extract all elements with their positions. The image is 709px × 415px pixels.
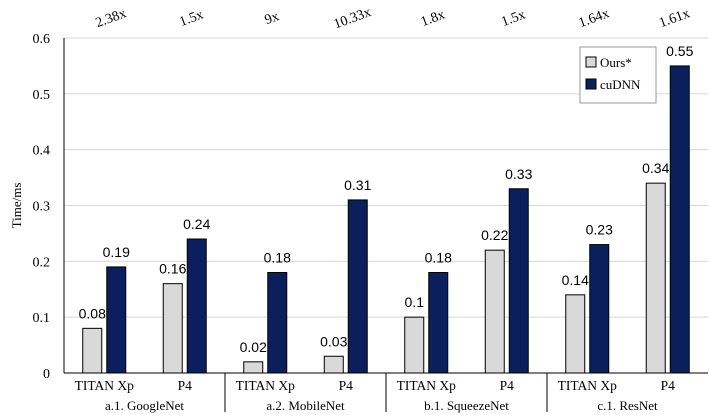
speedup-label: 1.5x (177, 7, 205, 29)
speedup-label: 1.8x (419, 7, 447, 29)
legend-label: cuDNN (600, 77, 641, 92)
cudnn-bar (267, 272, 288, 374)
cudnn-bar (508, 188, 529, 374)
ours-value-label: 0.16 (159, 261, 186, 277)
cudnn-bar (669, 65, 690, 374)
ours-value-label: 0.14 (562, 272, 589, 288)
ours-bar (323, 355, 344, 374)
y-tick-label: 0.4 (33, 144, 51, 159)
y-tick-label: 0.6 (33, 32, 51, 47)
legend-swatch (585, 78, 597, 90)
speedup-label: 2.38x (94, 6, 129, 31)
y-tick-label: 0.3 (33, 200, 51, 215)
ours-value-label: 0.03 (320, 333, 347, 349)
ours-bar (162, 283, 183, 374)
ours-bar (565, 294, 586, 374)
cudnn-bar (186, 238, 207, 374)
labels: 0 0.1 0.2 0.3 0.4 0.5 0.6 Time/ms a.1. GoogleNet… (9, 5, 694, 413)
cudnn-value-label: 0.19 (103, 244, 130, 260)
cudnn-value-label: 0.31 (344, 177, 371, 193)
cudnn-bar (589, 244, 610, 374)
y-tick-label: 0.2 (33, 255, 51, 270)
y-axis-title: Time/ms (9, 183, 24, 229)
category-label: TITAN Xp (558, 378, 618, 393)
y-tick-label: 0 (43, 367, 50, 382)
category-label: TITAN Xp (397, 378, 457, 393)
ours-value-label: 0.34 (642, 160, 669, 176)
ours-bar (484, 249, 505, 374)
ours-value-label: 0.1 (405, 294, 425, 310)
category-label: P4 (339, 378, 354, 393)
ours-value-label: 0.02 (240, 339, 267, 355)
legend-label: Ours* (600, 55, 632, 70)
cudnn-bar (106, 266, 127, 374)
speedup-label: 9x (263, 9, 281, 28)
ours-value-label: 0.08 (79, 305, 106, 321)
cudnn-bar (347, 199, 368, 374)
axes (63, 38, 708, 412)
group-label: c.1. ResNet (597, 398, 658, 413)
speedup-label: 1.61x (657, 6, 692, 31)
cudnn-value-label: 0.55 (666, 43, 693, 59)
legend-swatch (585, 56, 597, 68)
y-tick-label: 0.5 (33, 88, 51, 103)
ours-bar (645, 182, 666, 374)
category-label: TITAN Xp (236, 378, 296, 393)
cudnn-value-label: 0.23 (586, 222, 613, 238)
ours-bar (404, 316, 425, 374)
ours-bar (243, 361, 264, 374)
speedup-label: 1.5x (499, 7, 527, 29)
ours-value-label: 0.22 (481, 227, 508, 243)
speedup-label: 10.33x (332, 5, 373, 32)
cudnn-value-label: 0.33 (505, 166, 532, 182)
cudnn-bar (428, 272, 449, 374)
group-label: a.1. GoogleNet (105, 398, 184, 413)
category-label: TITAN Xp (75, 378, 135, 393)
category-label: P4 (500, 378, 515, 393)
speedup-label: 1.64x (577, 6, 612, 31)
cudnn-value-label: 0.18 (425, 250, 452, 266)
bars (82, 65, 690, 374)
cudnn-value-label: 0.18 (264, 250, 291, 266)
group-label: a.2. MobileNet (266, 398, 345, 413)
group-label: b.1. SqueezeNet (424, 398, 509, 413)
y-tick-label: 0.1 (33, 311, 51, 326)
category-label: P4 (661, 378, 676, 393)
ours-bar (82, 327, 103, 374)
legend-box (579, 46, 657, 104)
cudnn-value-label: 0.24 (183, 216, 210, 232)
legend: Ours* cuDNN (579, 46, 657, 104)
category-label: P4 (178, 378, 193, 393)
